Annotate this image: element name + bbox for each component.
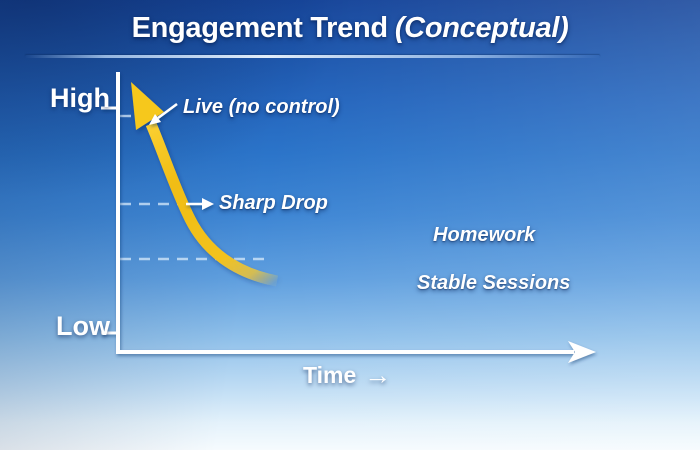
page-title-main: Engagement Trend <box>131 12 389 44</box>
annotation-live: Live (no control) <box>183 96 340 118</box>
page-title-qualifier: (Conceptual) <box>394 12 569 44</box>
time-arrow-icon: → <box>364 360 392 390</box>
live-curve-arrowhead-icon <box>131 82 164 130</box>
y-axis-high-label: High <box>50 83 110 113</box>
live-pointer-arrow-icon <box>149 114 161 125</box>
page-title: Engagement Trend (Conceptual) <box>0 12 700 45</box>
x-axis-arrowhead-icon <box>568 341 596 363</box>
y-axis-low-label: Low <box>56 311 110 341</box>
x-axis-label: Time → <box>303 359 391 390</box>
annotation-homework: Homework <box>433 224 536 246</box>
annotation-sharp-drop: Sharp Drop <box>219 192 328 214</box>
sharp-drop-pointer-arrow-icon <box>202 198 214 210</box>
x-axis-label-text: Time <box>303 362 357 388</box>
annotation-stable-sessions: Stable Sessions <box>417 272 571 294</box>
live-curve <box>145 121 279 287</box>
title-underline <box>25 55 600 58</box>
live-pointer-line <box>157 102 178 120</box>
